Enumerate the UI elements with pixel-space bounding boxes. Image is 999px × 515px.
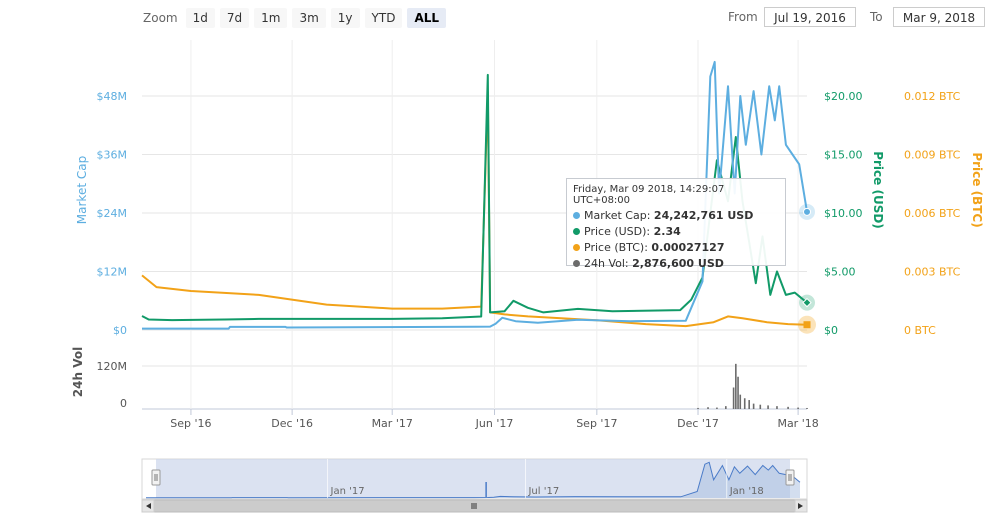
- price-usd-tick-label: $10.00: [824, 207, 863, 220]
- range-from-label: From: [728, 10, 758, 24]
- x-tick-label: Dec '16: [271, 417, 313, 430]
- tooltip-label: 24h Vol:: [584, 257, 629, 270]
- tooltip-value: 0.00027127: [651, 241, 725, 254]
- price-btc-tick-label: 0.003 BTC: [904, 266, 961, 279]
- x-tick-label: Sep '16: [170, 417, 211, 430]
- tooltip-value: 2.34: [653, 225, 681, 238]
- zoom-bar: Zoom 1d 7d 1m 3m 1y YTD ALL: [143, 7, 451, 29]
- price-btc-marker: [803, 321, 811, 329]
- x-tick-label: Mar '17: [372, 417, 413, 430]
- volume-bar: [767, 405, 769, 409]
- volume-tick-label: 120M: [97, 360, 128, 373]
- tooltip-value: 2,876,600 USD: [632, 257, 724, 270]
- hover-markers: [798, 203, 816, 334]
- price-btc-dot-icon: [573, 244, 580, 251]
- zoom-1m-button[interactable]: 1m: [254, 8, 288, 28]
- tooltip-label: Market Cap:: [584, 209, 651, 222]
- arrow-left-icon: [146, 503, 151, 509]
- x-tick-label: Mar '18: [777, 417, 818, 430]
- navigator-tick-label: Jul '17: [527, 486, 559, 497]
- market-cap-axis-title: Market Cap: [75, 156, 89, 224]
- tooltip: Friday, Mar 09 2018, 14:29:07 UTC+08:00 …: [566, 178, 786, 270]
- tooltip-label: Price (USD):: [584, 225, 651, 238]
- volume-axis-title: 24h Vol: [71, 347, 85, 397]
- volume-bar: [787, 406, 789, 409]
- tooltip-time: Friday, Mar 09 2018, 14:29:07 UTC+08:00: [573, 184, 725, 206]
- zoom-3m-button[interactable]: 3m: [292, 8, 326, 28]
- price-usd-tick-label: $0: [824, 324, 838, 337]
- market-cap-tick-label: $48M: [97, 90, 128, 103]
- zoom-all-button[interactable]: ALL: [407, 8, 447, 28]
- market-cap-tick-label: $24M: [97, 207, 128, 220]
- zoom-ytd-button[interactable]: YTD: [364, 8, 403, 28]
- price-usd-tick-label: $5.00: [824, 266, 856, 279]
- zoom-1d-button[interactable]: 1d: [185, 8, 215, 28]
- volume-bar: [707, 407, 709, 409]
- volume-bar: [806, 407, 808, 409]
- range-from-input[interactable]: Jul 19, 2016: [764, 7, 856, 27]
- price-btc-tick-label: 0.009 BTC: [904, 149, 961, 162]
- x-tick-label: Dec '17: [677, 417, 719, 430]
- volume-tick-label: 0: [120, 397, 127, 410]
- zoom-1y-button[interactable]: 1y: [330, 8, 360, 28]
- grid-lines: [142, 40, 807, 415]
- tooltip-row-price-usd: Price (USD): 2.34: [573, 224, 779, 240]
- volume-bar: [797, 407, 799, 409]
- price-usd-tick-label: $15.00: [824, 149, 863, 162]
- navigator-tick-label: Jan '17: [330, 486, 365, 497]
- navigator[interactable]: Jan '17 Jul '17 Jan '18: [141, 458, 808, 513]
- volume-bar: [735, 363, 737, 409]
- volume-bar: [759, 404, 762, 409]
- tooltip-row-volume: 24h Vol: 2,876,600 USD: [573, 256, 779, 272]
- x-tick-label: Sep '17: [576, 417, 617, 430]
- zoom-label: Zoom: [143, 11, 178, 25]
- tooltip-row-price-btc: Price (BTC): 0.00027127: [573, 240, 779, 256]
- x-tick-label: Jun '17: [475, 417, 514, 430]
- price-usd-marker: [802, 297, 812, 308]
- market-cap-marker: [803, 207, 811, 216]
- market-cap-tick-label: $12M: [97, 266, 128, 279]
- price-btc-tick-label: 0.012 BTC: [904, 90, 961, 103]
- navigator-line: [146, 461, 801, 499]
- navigator-left-handle: [151, 469, 161, 486]
- price-btc-tick-label: 0 BTC: [904, 324, 936, 337]
- price-usd-dot-icon: [573, 228, 580, 235]
- series-line-market-cap: [142, 60, 808, 330]
- volume-bar: [725, 406, 727, 409]
- zoom-7d-button[interactable]: 7d: [219, 8, 250, 28]
- tooltip-label: Price (BTC):: [584, 241, 648, 254]
- price-btc-axis-title: Price (BTC): [970, 152, 984, 227]
- volume-bar: [716, 407, 718, 409]
- market-cap-tick-label: $36M: [97, 149, 128, 162]
- navigator-tick-label: Jan '18: [729, 486, 764, 497]
- volume-bar: [739, 394, 742, 409]
- range-to-input[interactable]: Mar 9, 2018: [893, 7, 985, 27]
- axis-labels: Sep '16 Dec '16 Mar '17 Jun '17 Sep '17 Dec '…: [71, 90, 984, 430]
- tooltip-row-market-cap: Market Cap: 24,242,761 USD: [573, 208, 779, 224]
- volume-bar: [743, 398, 746, 409]
- market-cap-tick-label: $0: [113, 324, 127, 337]
- volume-columns: [697, 363, 808, 409]
- price-usd-tick-label: $20.00: [824, 90, 863, 103]
- navigator-area: [146, 462, 800, 498]
- price-btc-tick-label: 0.006 BTC: [904, 207, 961, 220]
- navigator-selection: [156, 459, 790, 498]
- price-usd-axis-title: Price (USD): [871, 151, 885, 229]
- tooltip-value: 24,242,761 USD: [653, 209, 754, 222]
- volume-bar: [737, 376, 739, 409]
- volume-bar: [732, 387, 735, 409]
- series-line-price-btc: [141, 91, 808, 328]
- volume-bar: [776, 406, 778, 409]
- volume-bar: [748, 400, 750, 409]
- arrow-right-icon: [798, 503, 803, 509]
- navigator-right-handle: [785, 469, 795, 486]
- volume-bar: [697, 407, 699, 409]
- range-to-label: To: [870, 10, 883, 24]
- market-cap-dot-icon: [573, 212, 580, 219]
- volume-bar: [752, 403, 755, 409]
- volume-dot-icon: [573, 260, 580, 267]
